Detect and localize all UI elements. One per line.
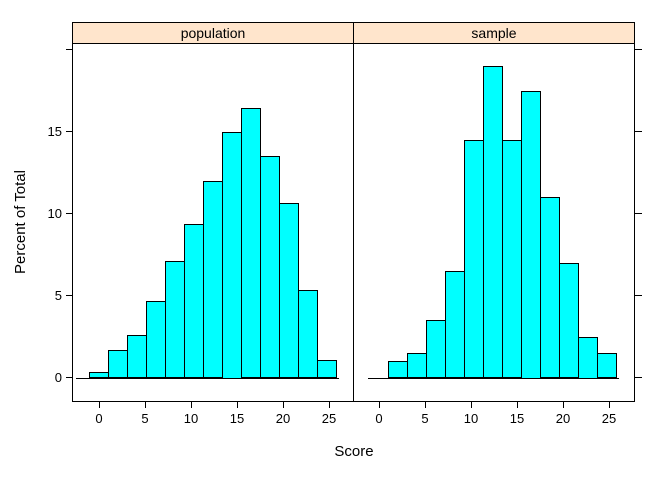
- x-tick-mark: [517, 402, 518, 408]
- x-tick-label: 5: [141, 411, 149, 426]
- x-tick-mark: [425, 402, 426, 408]
- histogram-bar: [502, 139, 523, 379]
- x-tick-mark: [329, 402, 330, 408]
- histogram-bar: [298, 289, 318, 379]
- histogram-bar: [259, 156, 280, 379]
- histogram-bar: [126, 334, 147, 379]
- x-tick-label: 25: [321, 411, 337, 426]
- x-tick-label: 0: [95, 411, 103, 426]
- histogram-bar: [88, 371, 109, 379]
- histogram-bar: [559, 262, 580, 379]
- y-tick-mark-right: [635, 377, 642, 378]
- histogram-bar: [202, 180, 223, 379]
- histogram-bar: [107, 349, 128, 379]
- panel-population: [73, 44, 354, 401]
- x-tick-mark: [99, 402, 100, 408]
- x-tick-mark: [237, 402, 238, 408]
- y-tick-label: 0: [54, 369, 62, 385]
- x-tick-label: 0: [375, 411, 383, 426]
- histogram-bar: [521, 90, 542, 379]
- x-tick-label: 15: [509, 411, 525, 426]
- histogram-bar: [183, 224, 204, 379]
- x-tick-label: 25: [601, 411, 617, 426]
- strip-label-population: population: [180, 25, 246, 41]
- histogram-bar: [597, 352, 618, 379]
- histogram-bar: [464, 139, 485, 379]
- y-tick-mark: [66, 49, 73, 50]
- y-tick-mark-right: [635, 131, 642, 132]
- histogram-bar: [279, 202, 299, 379]
- y-tick-mark: [66, 377, 73, 378]
- x-tick-mark: [191, 402, 192, 408]
- histogram-bar: [317, 360, 337, 379]
- x-tick-mark: [563, 402, 564, 408]
- x-axis-title: Score: [334, 443, 374, 460]
- y-tick-label: 10: [47, 205, 62, 221]
- histogram-bar: [164, 261, 185, 379]
- histogram-bar: [240, 107, 261, 379]
- x-tick-label: 10: [463, 411, 479, 426]
- y-tick-label: 15: [47, 123, 62, 139]
- y-tick-mark-right: [635, 213, 642, 214]
- strip-label-sample: sample: [471, 25, 517, 41]
- y-tick-mark-right: [635, 295, 642, 296]
- x-tick-label: 15: [229, 411, 245, 426]
- x-tick-mark: [379, 402, 380, 408]
- x-tick-mark: [609, 402, 610, 408]
- histogram-bar: [578, 336, 599, 379]
- panel-strip-population: population: [73, 23, 354, 44]
- y-tick-mark: [66, 295, 73, 296]
- panel-sample: [354, 44, 634, 401]
- histogram-bar: [483, 65, 504, 379]
- panel-strip-sample: sample: [354, 23, 634, 44]
- y-tick-mark: [66, 213, 73, 214]
- histogram-bar: [445, 270, 466, 379]
- x-tick-label: 20: [555, 411, 571, 426]
- x-tick-label: 20: [275, 411, 291, 426]
- x-tick-mark: [283, 402, 284, 408]
- histogram-bar: [540, 197, 561, 379]
- histogram-bar: [407, 352, 428, 379]
- y-tick-mark: [66, 131, 73, 132]
- histogram-bar: [426, 320, 447, 379]
- x-tick-label: 5: [421, 411, 429, 426]
- y-axis-title: Percent of Total: [12, 170, 29, 274]
- x-tick-mark: [145, 402, 146, 408]
- plot-frame: population sample: [72, 22, 635, 402]
- y-tick-label: 5: [54, 287, 62, 303]
- histogram-bar: [221, 131, 242, 379]
- histogram-bar: [388, 361, 409, 379]
- x-tick-label: 10: [183, 411, 199, 426]
- histogram-bar: [145, 301, 166, 379]
- y-tick-mark-right: [635, 49, 642, 50]
- x-tick-mark: [471, 402, 472, 408]
